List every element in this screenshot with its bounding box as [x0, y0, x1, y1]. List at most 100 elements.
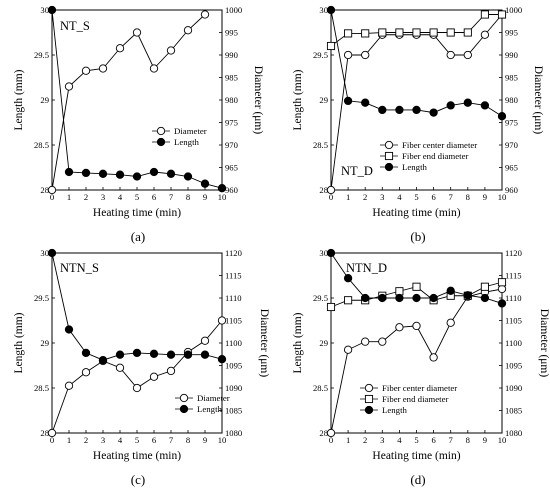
data-point: [412, 28, 421, 37]
y2-axis-label: Diameter (μm): [538, 309, 550, 378]
data-point: [64, 325, 74, 334]
x-tick-label: 0: [329, 192, 333, 202]
data-point: [47, 5, 57, 15]
y-tick-label: 29.5: [313, 293, 328, 303]
x-tick-label: 10: [498, 435, 507, 445]
data-point: [115, 44, 125, 53]
y2-tick-label: 965: [225, 163, 238, 173]
x-tick-label: 2: [84, 192, 88, 202]
data-point: [98, 64, 108, 73]
y-tick-label: 29.5: [34, 50, 49, 60]
data-point: [98, 355, 108, 365]
panel-label: (c): [131, 472, 145, 487]
legend-label: Length: [382, 405, 408, 415]
data-point: [480, 30, 490, 39]
y2-tick-label: 1110: [505, 293, 522, 303]
data-point: [446, 286, 455, 295]
data-point: [497, 284, 507, 294]
x-axis-label: Heating time (min): [372, 207, 460, 219]
data-point: [497, 278, 507, 287]
x-tick-label: 0: [329, 435, 333, 445]
data-point: [81, 168, 91, 178]
data-point: [412, 293, 421, 303]
y2-tick-label: 1100: [225, 338, 242, 348]
data-point: [47, 185, 57, 195]
chart-panel-1: 0 1 2 3 4 5 6 7 8 9 10 28 28.5 29 29.5 30 960 965 970 975 98…: [13, 5, 264, 244]
data-point: [343, 96, 353, 106]
data-point: [217, 316, 227, 325]
data-point: [47, 428, 57, 438]
x-tick-label: 8: [186, 435, 190, 445]
data-point: [183, 26, 193, 35]
x-tick-label: 8: [186, 192, 190, 202]
y2-tick-label: 1120: [225, 248, 242, 258]
data-point: [446, 28, 455, 37]
x-tick-label: 3: [101, 192, 105, 202]
legend-label: Fiber end diameter: [402, 151, 469, 161]
y2-tick-label: 1105: [505, 316, 522, 326]
y-tick-label: 30: [319, 5, 328, 15]
data-point: [81, 348, 91, 358]
legend-label: Fiber end diameter: [382, 394, 449, 404]
x-tick-label: 7: [169, 435, 174, 445]
data-point: [497, 299, 507, 308]
y2-tick-label: 1115: [505, 271, 522, 281]
data-point: [412, 321, 421, 331]
data-point: [361, 50, 370, 60]
x-tick-label: 2: [363, 435, 367, 445]
panel-label: (d): [410, 472, 425, 487]
y2-tick-label: 1095: [505, 361, 522, 371]
y2-tick-label: 980: [225, 95, 238, 105]
data-point: [429, 353, 438, 362]
x-tick-label: 9: [203, 192, 207, 202]
legend-label: Diameter: [174, 126, 207, 136]
y2-axis-label: Diameter (μm): [258, 309, 270, 378]
plot-frame: [51, 9, 223, 191]
y-tick-label: 29.5: [34, 293, 49, 303]
x-tick-label: 2: [363, 192, 367, 202]
y-axis-label: Length (mm): [292, 69, 304, 130]
data-point: [115, 170, 125, 179]
x-tick-label: 0: [50, 435, 54, 445]
y2-tick-label: 1115: [225, 271, 242, 281]
data-point: [217, 355, 227, 364]
legend-label: Length: [174, 137, 200, 147]
y2-tick-label: 1000: [225, 5, 242, 15]
x-tick-label: 7: [449, 192, 454, 202]
y-axis-label: Length (mm): [292, 312, 304, 373]
legend-marker: [384, 162, 394, 172]
y2-tick-label: 975: [505, 118, 518, 128]
data-point: [395, 323, 404, 332]
data-point: [361, 29, 370, 38]
data-point: [361, 337, 370, 346]
y-tick-label: 29: [40, 338, 49, 348]
x-tick-label: 6: [431, 435, 436, 445]
x-tick-label: 4: [118, 192, 123, 202]
y-tick-label: 28: [40, 428, 49, 438]
y-tick-label: 29: [319, 95, 328, 105]
data-point: [446, 50, 455, 60]
y-tick-label: 28: [40, 185, 49, 195]
data-point: [395, 28, 404, 37]
y2-tick-label: 980: [505, 95, 518, 105]
data-point: [326, 185, 336, 195]
data-point: [98, 169, 108, 178]
y2-tick-label: 1095: [225, 361, 242, 371]
data-point: [326, 302, 336, 312]
y2-tick-label: 1000: [505, 5, 522, 15]
chart-panel-4: 0 1 2 3 4 5 6 7 8 9 10 28 28.5 29 29.5 30 1080 1085 1090 10…: [292, 248, 550, 487]
x-tick-label: 8: [466, 192, 470, 202]
y-tick-label: 29: [40, 95, 49, 105]
legend-marker: [364, 383, 374, 393]
y-axis-label: Length (mm): [13, 69, 25, 130]
data-point: [326, 248, 336, 258]
x-tick-label: 1: [67, 435, 71, 445]
x-tick-label: 5: [414, 192, 418, 202]
data-point: [183, 172, 193, 181]
legend-label: Fiber center diameter: [402, 140, 477, 150]
x-axis-label: Heating time (min): [93, 207, 181, 219]
chart-panel-3: 0 1 2 3 4 5 6 7 8 9 10 28 28.5 29 29.5 30 1080 1085 1090 10…: [13, 248, 270, 487]
data-point: [326, 428, 336, 438]
